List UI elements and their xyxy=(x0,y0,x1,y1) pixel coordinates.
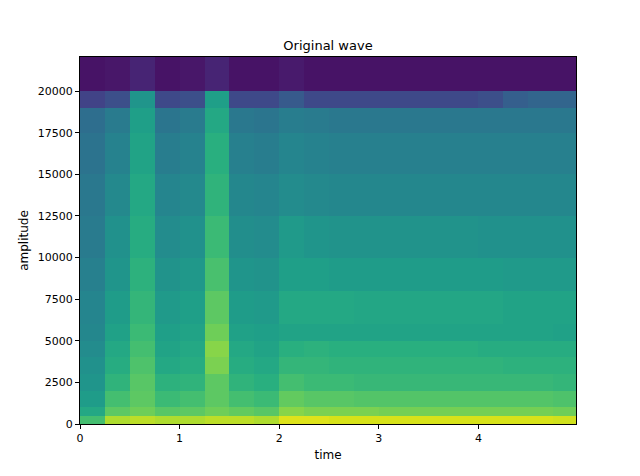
svg-text:Original wave: Original wave xyxy=(283,38,372,53)
svg-text:12500: 12500 xyxy=(38,210,73,223)
svg-text:3: 3 xyxy=(375,432,382,445)
svg-text:10000: 10000 xyxy=(38,251,73,264)
svg-text:20000: 20000 xyxy=(38,85,73,98)
svg-text:2500: 2500 xyxy=(45,376,73,389)
svg-text:1: 1 xyxy=(176,432,183,445)
svg-text:amplitude: amplitude xyxy=(17,210,31,271)
svg-text:2: 2 xyxy=(276,432,283,445)
svg-text:time: time xyxy=(314,448,341,462)
svg-text:4: 4 xyxy=(475,432,482,445)
svg-text:5000: 5000 xyxy=(45,335,73,348)
svg-text:7500: 7500 xyxy=(45,293,73,306)
svg-text:17500: 17500 xyxy=(38,127,73,140)
svg-text:0: 0 xyxy=(77,432,84,445)
svg-text:0: 0 xyxy=(66,418,73,431)
svg-text:15000: 15000 xyxy=(38,168,73,181)
